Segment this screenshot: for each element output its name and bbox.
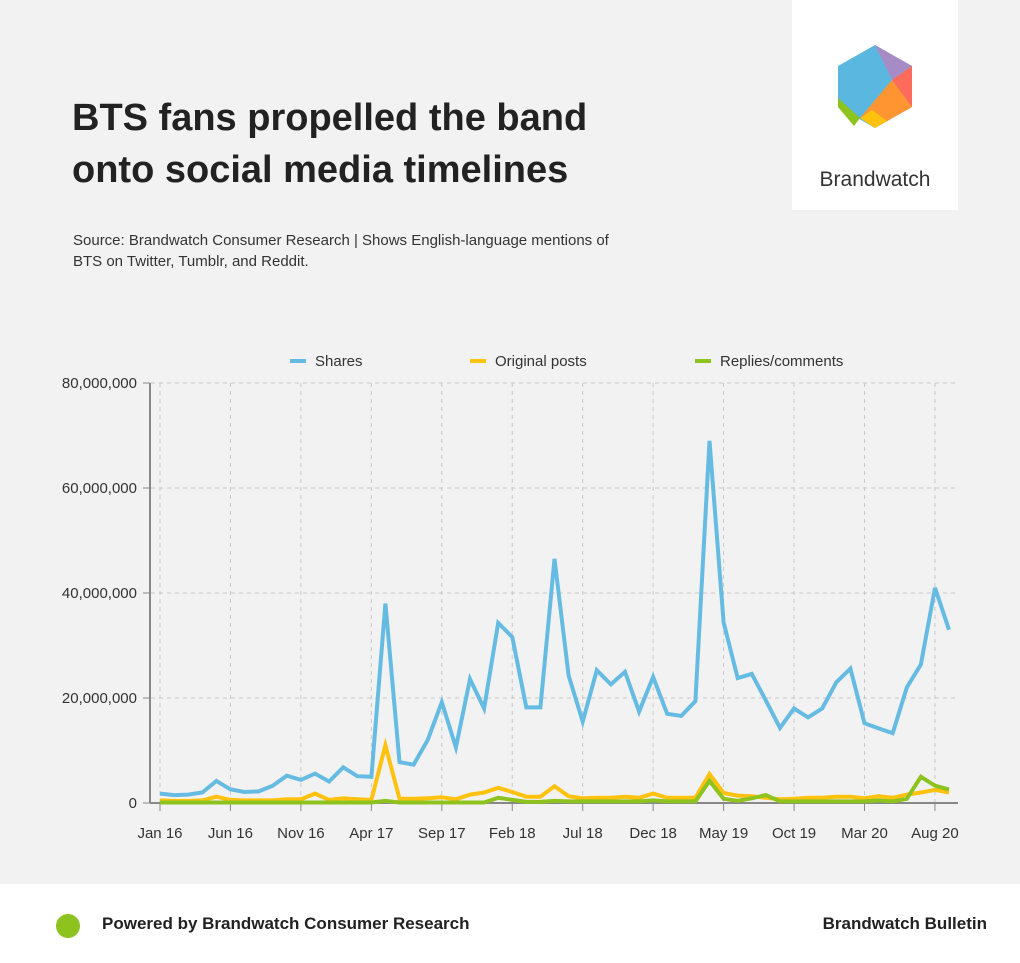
legend-label: Replies/comments: [720, 353, 843, 370]
legend-label: Shares: [315, 353, 363, 370]
x-tick-label: Nov 16: [277, 825, 325, 842]
series-line-shares: [159, 440, 951, 798]
logo-text: Brandwatch: [819, 168, 931, 191]
x-tick-label: Feb 18: [489, 825, 536, 842]
y-tick-label: 0: [129, 795, 137, 812]
x-tick-label: Jan 16: [137, 825, 182, 842]
y-tick-label: 80,000,000: [62, 375, 137, 392]
legend-label: Original posts: [495, 353, 587, 370]
x-tick-label: May 19: [699, 825, 748, 842]
x-tick-label: Sep 17: [418, 825, 466, 842]
page-title: BTS fans propelled the band onto social …: [72, 97, 588, 191]
x-tick-label: Jun 16: [208, 825, 253, 842]
footer: Powered by Brandwatch Consumer Research …: [0, 884, 1020, 963]
footer-brand: Brandwatch Bulletin: [822, 914, 987, 933]
footer-credit: Powered by Brandwatch Consumer Research: [102, 914, 470, 933]
x-tick-label: Dec 18: [629, 825, 677, 842]
green-dot-icon: [56, 914, 80, 938]
series-line-original-posts: [159, 737, 950, 803]
x-tick-label: Jul 18: [563, 825, 603, 842]
x-tick-label: Apr 17: [349, 825, 393, 842]
y-tick-label: 60,000,000: [62, 480, 137, 497]
brandwatch-logo: Brandwatch: [792, 0, 958, 210]
x-tick-label: Oct 19: [772, 825, 816, 842]
x-tick-label: Mar 20: [841, 825, 888, 842]
source-note: Source: Brandwatch Consumer Research | S…: [73, 232, 609, 270]
x-tick-label: Aug 20: [911, 825, 959, 842]
hexagon-logo-icon: [838, 45, 912, 128]
y-tick-label: 40,000,000: [62, 585, 137, 602]
series-line-replies-comments: [160, 774, 950, 805]
y-tick-label: 20,000,000: [62, 690, 137, 707]
line-chart: 0 20,000,000 40,000,000 60,000,000 80,000,00…: [62, 353, 959, 842]
